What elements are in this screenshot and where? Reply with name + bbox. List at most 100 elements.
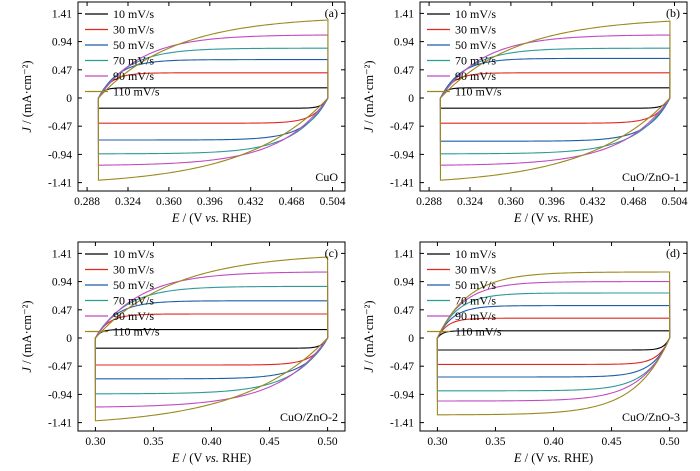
y-tick-label: 1.41 [52, 248, 72, 260]
x-tick-label: 0.432 [238, 196, 264, 208]
x-axis-label: E / (V vs. RHE) [171, 211, 251, 225]
legend-label: 90 mV/s [455, 309, 496, 323]
legend-label: 110 mV/s [113, 325, 160, 339]
y-axis-label: J / (mA·cm⁻²) [20, 300, 34, 372]
y-tick-label: 0.94 [52, 37, 72, 49]
x-tick-label: 0.432 [580, 196, 606, 208]
x-axis-ref: RHE) [219, 211, 251, 225]
y-tick-label: 0.47 [394, 305, 414, 317]
x-axis-label: E / (V vs. RHE) [513, 211, 593, 225]
x-tick-label: 0.360 [498, 196, 524, 208]
x-tick-label: 0.40 [543, 436, 563, 448]
x-tick-label: 0.396 [197, 196, 223, 208]
x-tick-label: 0.35 [485, 436, 505, 448]
y-tick-label: 0.47 [52, 305, 72, 317]
y-tick-label: -1.41 [48, 178, 72, 190]
x-axis-unit: / (V [179, 211, 205, 225]
y-tick-label: -1.41 [390, 418, 414, 430]
x-tick-label: 0.288 [416, 196, 442, 208]
legend-label: 90 mV/s [113, 69, 154, 83]
legend-label: 30 mV/s [113, 263, 154, 277]
y-tick-label: 0.94 [394, 37, 414, 49]
panel-d: 1.41 0.94 0.47 0 -0.47 -0.94 -1.41 0.30 0.35 0.40… [362, 241, 688, 465]
series-group [97, 19, 329, 181]
legend: 10 mV/s 30 mV/s50 mV/s 70 mV/s90 mV/s 110 m… [427, 247, 502, 339]
series-group [436, 271, 671, 416]
legend-label: 10 mV/s [455, 7, 496, 21]
y-tick-label: -1.41 [390, 178, 414, 190]
x-axis-vs: vs. [205, 451, 219, 465]
legend-label: 70 mV/s [113, 294, 154, 308]
x-tick-label: 0.324 [457, 196, 483, 208]
y-tick-label: -1.41 [48, 418, 72, 430]
x-tick-label: 0.396 [539, 196, 565, 208]
x-axis-ref: RHE) [561, 451, 593, 465]
series-group [94, 256, 329, 422]
cv-curve-110-mvs [439, 20, 671, 181]
panel-b: 1.41 0.94 0.47 0 -0.47 -0.94 -1.410.288 0.324 0.… [362, 1, 688, 225]
y-axis-symbol: J [20, 366, 34, 373]
legend-label: 10 mV/s [455, 247, 496, 261]
y-tick-label: 1.41 [394, 8, 414, 20]
panel-a: 1.41 0.94 0.47 0 -0.47 -0.94 -1.410.288 0.324 0.… [20, 1, 346, 225]
x-tick-label: 0.360 [156, 196, 182, 208]
x-tick-label: 0.504 [662, 196, 688, 208]
x-tick-label: 0.30 [427, 436, 447, 448]
x-axis-symbol: E [513, 211, 522, 225]
y-tick-label: -0.94 [48, 389, 72, 401]
x-axis-vs: vs. [205, 211, 219, 225]
y-tick-label: -0.47 [48, 121, 72, 133]
y-axis-label: J / (mA·cm⁻²) [362, 60, 376, 132]
x-tick-label: 0.40 [201, 436, 221, 448]
x-axis-ref: RHE) [561, 211, 593, 225]
legend-label: 110 mV/s [455, 325, 502, 339]
legend-label: 30 mV/s [455, 23, 496, 37]
y-axis-symbol: J [20, 126, 34, 133]
x-axis-label: E / (V vs. RHE) [513, 451, 593, 465]
x-axis-vs: vs. [547, 451, 561, 465]
y-axis-symbol: J [362, 126, 376, 133]
x-tick-label: 0.324 [115, 196, 141, 208]
y-axis-unit: / (mA·cm⁻²) [362, 300, 376, 367]
y-tick-label: 0 [408, 93, 414, 105]
legend-label: 30 mV/s [455, 263, 496, 277]
y-tick-label: -0.94 [390, 389, 414, 401]
panel-letter: (d) [666, 246, 680, 260]
legend-label: 30 mV/s [113, 23, 154, 37]
sample-label: CuO/ZnO-3 [622, 410, 680, 424]
legend-label: 50 mV/s [113, 38, 154, 52]
y-axis-label: J / (mA·cm⁻²) [20, 60, 34, 132]
y-tick-label: -0.47 [390, 121, 414, 133]
y-tick-label: 1.41 [394, 248, 414, 260]
panel-letter: (a) [325, 6, 338, 20]
y-axis-symbol: J [362, 366, 376, 373]
y-tick-label: -0.47 [390, 361, 414, 373]
y-axis-unit: / (mA·cm⁻²) [20, 60, 34, 127]
panel-letter: (c) [325, 246, 338, 260]
x-axis-ref: RHE) [219, 451, 251, 465]
y-tick-label: 0 [66, 333, 72, 345]
y-tick-label: -0.94 [390, 149, 414, 161]
x-tick-label: 0.288 [74, 196, 100, 208]
legend-label: 10 mV/s [113, 247, 154, 261]
sample-label: CuO/ZnO-1 [622, 170, 680, 184]
sample-label: CuO [315, 170, 338, 184]
sample-label: CuO/ZnO-2 [280, 410, 338, 424]
x-axis-unit: / (V [521, 211, 547, 225]
x-axis-label: E / (V vs. RHE) [171, 451, 251, 465]
y-tick-label: -0.94 [48, 149, 72, 161]
series-group [439, 20, 671, 181]
cv-curve-90-mvs [94, 271, 329, 408]
y-axis-label: J / (mA·cm⁻²) [362, 300, 376, 372]
cv-curve-110-mvs [94, 256, 329, 422]
legend-label: 70 mV/s [455, 294, 496, 308]
legend: 10 mV/s 30 mV/s50 mV/s 70 mV/s90 mV/s 110 m… [85, 7, 160, 99]
x-axis-symbol: E [171, 451, 180, 465]
y-axis-unit: / (mA·cm⁻²) [362, 60, 376, 127]
plot-frame [419, 1, 688, 192]
legend: 10 mV/s 30 mV/s50 mV/s 70 mV/s90 mV/s 110 m… [85, 247, 160, 339]
y-tick-label: 0 [408, 333, 414, 345]
x-axis-symbol: E [513, 451, 522, 465]
